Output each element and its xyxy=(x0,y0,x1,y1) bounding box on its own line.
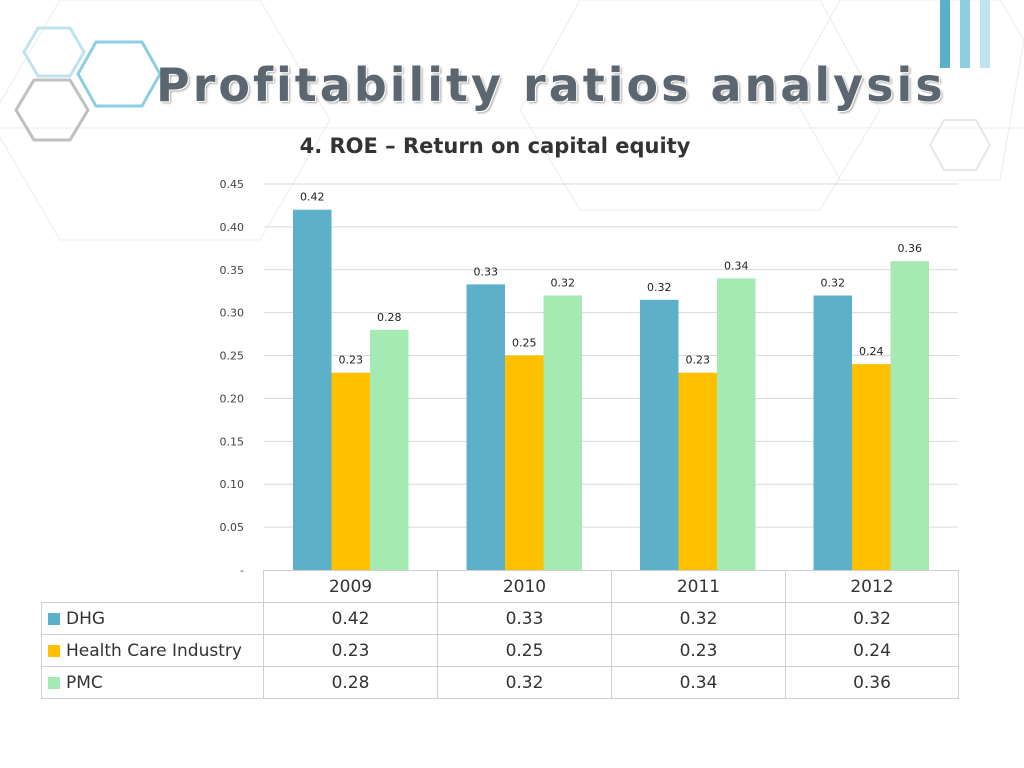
bar xyxy=(466,284,505,570)
y-tick-label: 0.45 xyxy=(220,178,245,191)
bar xyxy=(640,299,679,570)
data-label: 0.33 xyxy=(474,265,499,278)
slide-title: Profitability ratios analysis xyxy=(156,58,946,112)
data-label: 0.32 xyxy=(821,277,846,290)
data-label: 0.34 xyxy=(724,259,749,272)
table-cell: 0.32 xyxy=(611,602,786,635)
chart-title: 4. ROE – Return on capital equity xyxy=(299,134,691,158)
legend-swatch xyxy=(48,644,60,657)
data-label: 0.32 xyxy=(551,277,576,290)
table-row: PMC 0.28 0.32 0.34 0.36 xyxy=(41,666,959,699)
bar xyxy=(717,278,756,570)
accent-bar-2 xyxy=(960,0,970,68)
table-cell: 0.25 xyxy=(437,634,612,667)
data-label: 0.23 xyxy=(686,354,711,367)
bars xyxy=(293,209,929,570)
legend-swatch xyxy=(48,676,60,689)
hexagon-outline-right-icon xyxy=(928,119,992,171)
data-label: 0.42 xyxy=(300,191,325,204)
bar xyxy=(370,329,409,570)
y-tick-label: 0.15 xyxy=(220,435,245,448)
series-name-cell: DHG xyxy=(41,602,264,635)
accent-bar-3 xyxy=(980,0,990,68)
y-tick-label: 0.25 xyxy=(220,350,245,363)
table-cell: 0.28 xyxy=(263,666,438,699)
bar xyxy=(852,364,891,570)
y-axis: -0.050.100.150.200.250.300.350.400.45 xyxy=(220,178,245,577)
data-table: 2009 2010 2011 2012 DHG 0.42 0.33 0.32 0… xyxy=(41,570,959,699)
table-cell: 0.34 xyxy=(611,666,786,699)
accent-bar-1 xyxy=(940,0,950,68)
series-name-cell: PMC xyxy=(41,666,264,699)
category-header: 2012 xyxy=(785,570,959,603)
table-cell: 0.36 xyxy=(785,666,959,699)
data-label: 0.25 xyxy=(512,337,537,350)
y-tick-label: 0.05 xyxy=(220,521,245,534)
category-header: 2011 xyxy=(611,570,786,603)
bar xyxy=(505,355,544,570)
table-cell: 0.23 xyxy=(263,634,438,667)
hexagon-grey-icon xyxy=(14,78,90,142)
legend-swatch xyxy=(48,612,60,625)
table-cell: 0.32 xyxy=(437,666,612,699)
series-name-cell: Health Care Industry xyxy=(41,634,264,667)
table-cell: 0.42 xyxy=(263,602,438,635)
hexagon-light-blue-icon xyxy=(22,26,86,78)
faint-background-lines xyxy=(0,0,1024,241)
table-corner xyxy=(41,570,264,603)
y-tick-label: 0.35 xyxy=(220,264,245,277)
data-label: 0.23 xyxy=(339,354,364,367)
series-name: DHG xyxy=(66,608,106,629)
table-row: Health Care Industry 0.23 0.25 0.23 0.24 xyxy=(41,634,959,667)
hexagon-blue-icon xyxy=(76,40,162,108)
data-labels: 0.42 0.23 0.28 0.33 0.25 0.32 0.32 0.23 0.34 0.32… xyxy=(300,191,922,367)
bar xyxy=(678,372,717,570)
bar xyxy=(543,295,582,570)
table-cell: 0.32 xyxy=(785,602,959,635)
bar xyxy=(813,295,852,570)
series-name: PMC xyxy=(66,672,103,693)
bar xyxy=(293,209,332,570)
table-cell: 0.23 xyxy=(611,634,786,667)
table-row: DHG 0.42 0.33 0.32 0.32 xyxy=(41,602,959,635)
category-header: 2009 xyxy=(263,570,438,603)
y-tick-label: 0.30 xyxy=(220,307,245,320)
data-label: 0.24 xyxy=(859,345,884,358)
bar xyxy=(331,372,370,570)
data-label: 0.32 xyxy=(647,281,672,294)
data-label: 0.28 xyxy=(377,311,402,324)
category-header: 2010 xyxy=(437,570,612,603)
table-header-row: 2009 2010 2011 2012 xyxy=(41,570,959,603)
y-tick-label: 0.20 xyxy=(220,392,245,405)
table-cell: 0.24 xyxy=(785,634,959,667)
data-label: 0.36 xyxy=(898,242,923,255)
table-cell: 0.33 xyxy=(437,602,612,635)
series-name: Health Care Industry xyxy=(66,640,242,661)
y-tick-label: 0.10 xyxy=(220,478,245,491)
bar xyxy=(890,261,929,570)
y-tick-label: 0.40 xyxy=(220,221,245,234)
